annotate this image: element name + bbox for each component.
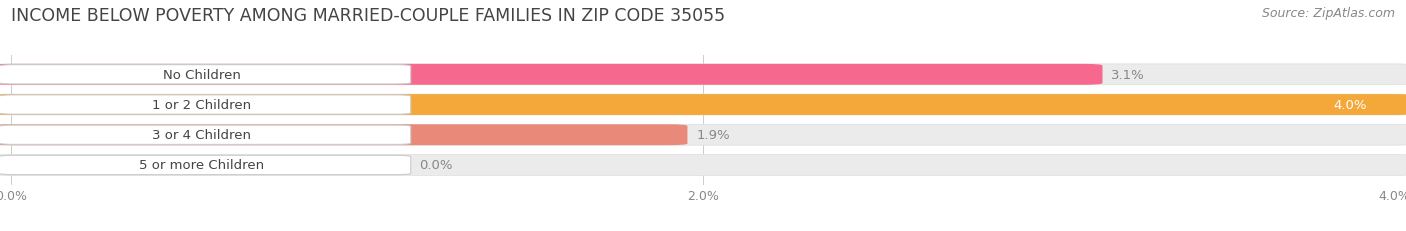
FancyBboxPatch shape — [0, 156, 411, 175]
Text: 3 or 4 Children: 3 or 4 Children — [152, 129, 252, 142]
FancyBboxPatch shape — [0, 125, 688, 146]
Text: 1.9%: 1.9% — [696, 129, 730, 142]
FancyBboxPatch shape — [0, 65, 411, 85]
FancyBboxPatch shape — [0, 65, 1406, 85]
Text: No Children: No Children — [163, 69, 240, 82]
Text: 4.0%: 4.0% — [1333, 99, 1367, 112]
Text: Source: ZipAtlas.com: Source: ZipAtlas.com — [1261, 7, 1395, 20]
Text: INCOME BELOW POVERTY AMONG MARRIED-COUPLE FAMILIES IN ZIP CODE 35055: INCOME BELOW POVERTY AMONG MARRIED-COUPL… — [11, 7, 725, 25]
FancyBboxPatch shape — [0, 95, 1406, 116]
FancyBboxPatch shape — [0, 65, 1102, 85]
Text: 3.1%: 3.1% — [1111, 69, 1144, 82]
FancyBboxPatch shape — [0, 125, 411, 145]
FancyBboxPatch shape — [0, 95, 1406, 116]
Text: 5 or more Children: 5 or more Children — [139, 159, 264, 172]
FancyBboxPatch shape — [0, 95, 411, 115]
Text: 0.0%: 0.0% — [419, 159, 453, 172]
FancyBboxPatch shape — [0, 155, 1406, 176]
FancyBboxPatch shape — [0, 125, 1406, 146]
Text: 1 or 2 Children: 1 or 2 Children — [152, 99, 252, 112]
